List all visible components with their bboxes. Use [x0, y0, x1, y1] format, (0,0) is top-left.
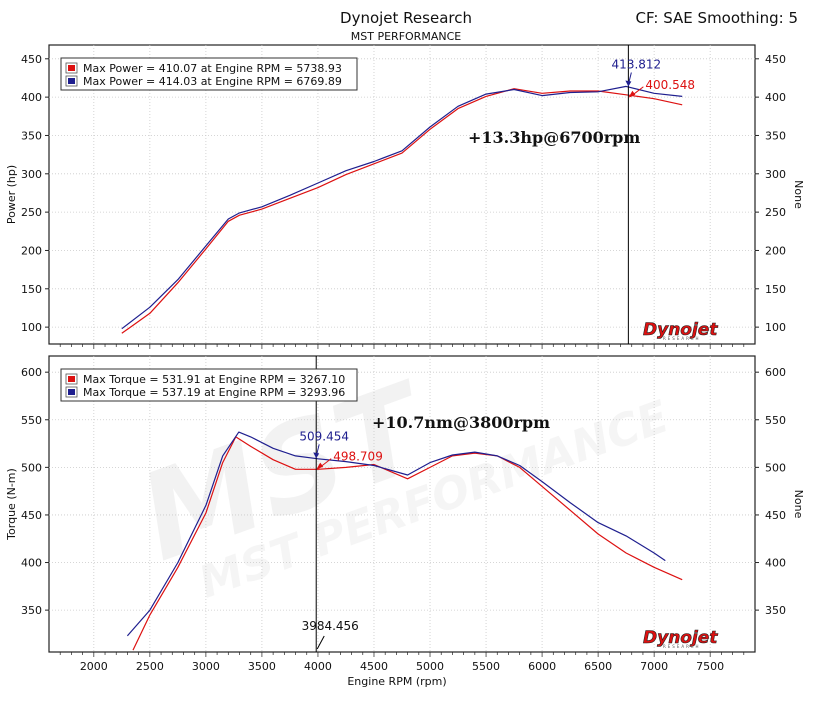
- power-ytick-label-right: 200: [765, 244, 786, 257]
- torque-xtick-label: 2000: [80, 660, 108, 673]
- power-ytick-label-left: 250: [21, 206, 42, 219]
- torque-ytick-label-right: 400: [765, 557, 786, 570]
- power-series-1-line: [121, 88, 683, 334]
- torque-cursor-arrowhead-2: [316, 462, 324, 470]
- power-ytick-label-right: 150: [765, 283, 786, 296]
- torque-ytick-label-left: 400: [21, 557, 42, 570]
- torque-ytick-label-left: 450: [21, 509, 42, 522]
- torque-ytick-label-left: 600: [21, 366, 42, 379]
- torque-xlabel: Engine RPM (rpm): [347, 675, 446, 688]
- torque-panel: 350 350 400 400 450 450 500 500 550 550 600 600 Torq…: [5, 355, 805, 688]
- torque-xtick-label: 5000: [416, 660, 444, 673]
- torque-cursor-value-2: 498.709: [333, 450, 383, 464]
- torque-cursor-value-1: 509.454: [299, 429, 349, 443]
- torque-xtick-label: 7500: [696, 660, 724, 673]
- power-legend-entry-1: Max Power = 410.07 at Engine RPM = 5738.…: [83, 62, 342, 75]
- torque-legend-entry-2: Max Torque = 537.19 at Engine RPM = 3293…: [83, 386, 345, 399]
- torque-xtick-label: 6500: [584, 660, 612, 673]
- torque-series-1-line: [132, 436, 683, 651]
- power-ytick-label-right: 100: [765, 321, 786, 334]
- power-dynojet-logo-sub: RESEARCH: [663, 336, 701, 341]
- power-legend: [60, 57, 358, 91]
- power-cursor-arrowhead-1: [625, 80, 632, 87]
- chart-title: Dynojet Research: [340, 9, 472, 27]
- torque-xtick-label: 4000: [304, 660, 332, 673]
- power-ytick-label-right: 350: [765, 129, 786, 142]
- power-cursor-value-1: 413.812: [612, 58, 662, 72]
- torque-xtick-label: 6000: [528, 660, 556, 673]
- power-gain-annotation: +13.3hp@6700rpm: [468, 128, 640, 147]
- power-plot-frame: [48, 44, 756, 345]
- torque-ylabel: Torque (N-m): [5, 468, 18, 541]
- torque-xtick-label: 2500: [136, 660, 164, 673]
- power-ytick-label-left: 350: [21, 129, 42, 142]
- torque-dynojet-logo: Dynojet: [643, 628, 718, 648]
- torque-legend: [60, 368, 358, 402]
- chart-subtitle: MST PERFORMANCE: [351, 30, 461, 43]
- power-dynojet-logo: Dynojet: [643, 320, 718, 340]
- torque-ytick-label-right: 550: [765, 414, 786, 427]
- torque-cursor-rpm-arrow: [316, 635, 325, 650]
- power-cursor-arrowhead-2: [628, 90, 636, 98]
- torque-ytick-label-right: 450: [765, 509, 786, 522]
- power-cursor-value-2: 400.548: [645, 78, 695, 92]
- power-ytick-label-left: 400: [21, 91, 42, 104]
- torque-ylabel-right: None: [792, 490, 805, 519]
- power-ytick-label-right: 400: [765, 91, 786, 104]
- power-ytick-label-left: 300: [21, 168, 42, 181]
- torque-series-2-line: [126, 431, 666, 637]
- power-ytick-label-right: 450: [765, 53, 786, 66]
- correction-settings: CF: SAE Smoothing: 5: [635, 9, 798, 27]
- torque-ytick-label-left: 550: [21, 414, 42, 427]
- power-series-2-line: [121, 85, 683, 330]
- torque-xtick-label: 7000: [640, 660, 668, 673]
- torque-xtick-label: 3500: [248, 660, 276, 673]
- torque-xtick-label: 3000: [192, 660, 220, 673]
- power-panel: 100 100 150 150 200 200 250 250 300 300 350 350 400 4…: [5, 44, 805, 349]
- torque-ytick-label-left: 500: [21, 461, 42, 474]
- power-ytick-label-left: 150: [21, 283, 42, 296]
- power-ytick-label-right: 250: [765, 206, 786, 219]
- torque-gain-annotation: +10.7nm@3800rpm: [372, 413, 550, 432]
- power-ytick-label-right: 300: [765, 168, 786, 181]
- torque-ytick-label-right: 350: [765, 604, 786, 617]
- torque-ytick-label-right: 600: [765, 366, 786, 379]
- power-ytick-label-left: 450: [21, 53, 42, 66]
- torque-xtick-label: 4500: [360, 660, 388, 673]
- torque-ytick-label-right: 500: [765, 461, 786, 474]
- power-legend-swatch-1: [68, 65, 75, 71]
- torque-cursor-rpm-label: 3984.456: [302, 619, 359, 633]
- torque-ytick-label-left: 350: [21, 604, 42, 617]
- power-legend-entry-2: Max Power = 414.03 at Engine RPM = 6769.…: [83, 75, 342, 88]
- power-ylabel: Power (hp): [5, 165, 18, 224]
- torque-dynojet-logo-sub: RESEARCH: [663, 644, 701, 649]
- power-ylabel-right: None: [792, 180, 805, 209]
- power-ytick-label-left: 100: [21, 321, 42, 334]
- power-legend-swatch-2: [68, 78, 75, 84]
- power-ytick-label-left: 200: [21, 244, 42, 257]
- torque-xtick-label: 5500: [472, 660, 500, 673]
- torque-cursor-arrowhead-1: [313, 452, 320, 459]
- torque-legend-swatch-2: [68, 389, 75, 395]
- torque-plot-frame: [48, 355, 756, 653]
- torque-legend-entry-1: Max Torque = 531.91 at Engine RPM = 3267…: [83, 373, 345, 386]
- torque-legend-swatch-1: [68, 376, 75, 382]
